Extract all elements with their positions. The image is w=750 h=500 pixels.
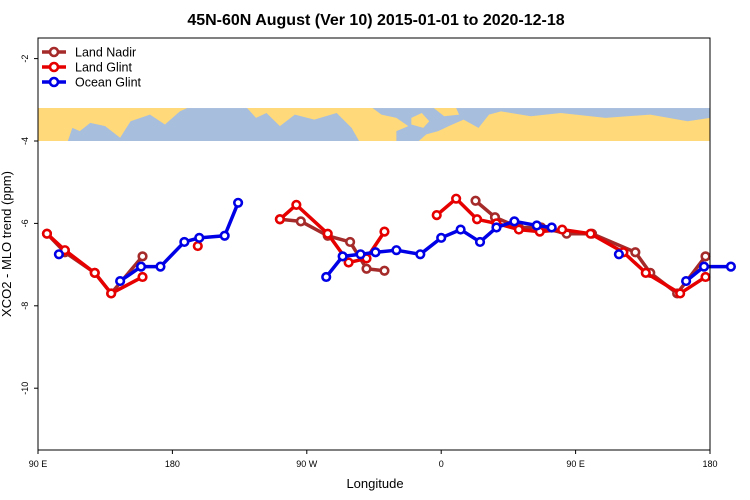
data-point	[436, 232, 447, 243]
data-point	[513, 224, 524, 235]
y-tick-label: -8	[20, 302, 30, 310]
x-tick-label: 90 W	[296, 459, 318, 469]
legend-marker	[48, 46, 60, 58]
data-point	[370, 247, 381, 258]
x-tick-label: 90 E	[29, 459, 48, 469]
legend-item: Ocean Glint	[42, 76, 142, 90]
y-tick-label: -10	[20, 382, 30, 395]
x-tick-label: 180	[702, 459, 717, 469]
y-axis-label: XCO2 - MLO trend (ppm)	[0, 171, 14, 317]
data-point	[219, 230, 230, 241]
y-axis: -2 -4 -6 -8 -10	[20, 55, 38, 395]
series-line	[474, 199, 707, 296]
data-point	[361, 263, 372, 274]
data-point	[557, 224, 568, 235]
data-point	[137, 271, 148, 283]
data-point	[343, 257, 354, 268]
data-point	[379, 226, 390, 237]
data-point	[155, 261, 166, 272]
data-point	[585, 228, 596, 239]
data-point	[345, 236, 356, 248]
x-tick-label: 0	[439, 459, 444, 469]
data-point	[53, 249, 65, 260]
data-point	[192, 240, 203, 252]
data-point	[115, 275, 126, 287]
x-axis-label: Longitude	[346, 476, 403, 491]
series-ocean-glint	[53, 197, 737, 287]
data-point	[698, 261, 710, 272]
series-line	[45, 232, 144, 296]
data-point	[431, 210, 442, 221]
legend-label: Ocean Glint	[75, 76, 142, 90]
data-point	[321, 271, 332, 283]
data-point	[41, 228, 53, 239]
data-point	[700, 271, 711, 283]
y-tick-label: -6	[20, 219, 30, 227]
data-point	[391, 245, 402, 256]
map-band	[38, 108, 710, 141]
map-land-1	[247, 108, 409, 141]
map-land-4	[433, 108, 460, 117]
data-point	[509, 216, 520, 227]
map-land-0	[38, 108, 188, 141]
data-point	[274, 214, 286, 225]
legend-label: Land Nadir	[75, 46, 136, 60]
legend-marker	[48, 76, 60, 88]
data-point	[546, 222, 557, 233]
legend-marker	[48, 61, 60, 73]
data-point	[355, 249, 366, 260]
data-point	[337, 251, 348, 262]
x-tick-label: 180	[165, 459, 180, 469]
data-point	[474, 236, 486, 248]
y-tick-label: -4	[20, 137, 30, 145]
x-tick-label: 90 E	[566, 459, 585, 469]
data-point	[451, 193, 462, 204]
x-axis: 90 E 180 90 W 0 90 E 180	[29, 450, 718, 469]
map-land-2	[411, 112, 430, 128]
data-point	[640, 267, 651, 278]
data-point	[675, 288, 686, 299]
data-point	[471, 214, 483, 225]
series-layer	[41, 193, 737, 299]
series-land-nadir	[41, 195, 711, 299]
legend-item: Land Nadir	[42, 46, 136, 60]
data-point	[630, 247, 641, 258]
data-point	[491, 222, 502, 233]
data-point	[194, 232, 205, 243]
data-point	[455, 224, 466, 235]
data-point	[322, 228, 333, 239]
y-tick-label: -2	[20, 55, 30, 63]
data-point	[681, 275, 692, 287]
data-point	[179, 236, 190, 248]
data-point	[470, 195, 481, 206]
legend-item: Land Glint	[42, 61, 133, 75]
data-point	[415, 249, 426, 260]
plot-frame	[37, 37, 711, 451]
data-point	[531, 220, 542, 231]
data-point	[700, 251, 711, 262]
data-point	[137, 251, 148, 262]
data-point	[89, 267, 100, 278]
data-point	[379, 265, 390, 276]
data-point	[725, 261, 737, 272]
data-point	[135, 261, 147, 272]
map-land-3	[418, 111, 710, 141]
series-line	[279, 217, 385, 273]
data-point	[233, 197, 244, 208]
data-point	[613, 249, 625, 260]
data-point	[106, 288, 117, 299]
data-point	[295, 216, 306, 227]
data-point	[291, 199, 302, 210]
chart-title: 45N-60N August (Ver 10) 2015-01-01 to 20…	[187, 12, 564, 29]
series-land-glint	[41, 193, 711, 299]
legend-label: Land Glint	[75, 61, 133, 75]
